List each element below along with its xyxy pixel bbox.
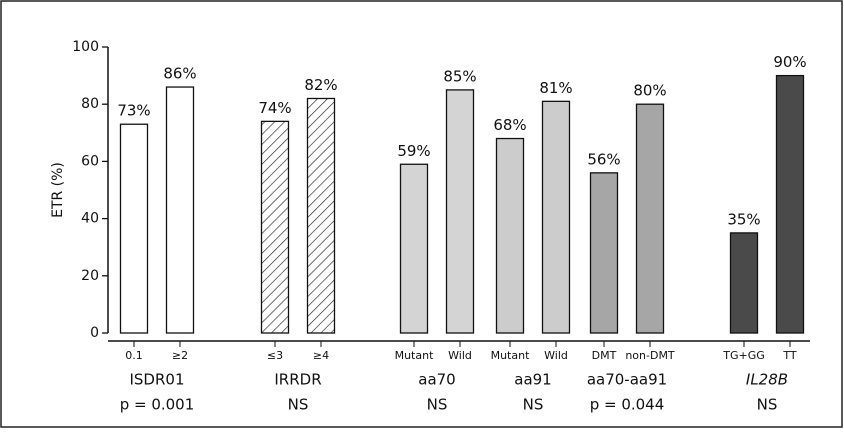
bar xyxy=(165,86,195,334)
bar xyxy=(119,123,149,334)
y-axis-label: ETR (%) xyxy=(50,162,66,218)
x-tick-label: non-DMT xyxy=(625,349,675,362)
bar xyxy=(589,172,619,334)
group-name: aa70-aa91 xyxy=(587,371,667,389)
value-label: 81% xyxy=(539,79,572,97)
x-tick-label: TG+GG xyxy=(722,349,765,362)
bar xyxy=(541,100,571,334)
bar xyxy=(729,232,759,334)
x-tick-label: Wild xyxy=(544,349,568,362)
y-tick-label: 40 xyxy=(81,211,99,227)
frame xyxy=(0,0,843,428)
group-name: aa91 xyxy=(514,371,551,389)
x-tick-label: Wild xyxy=(448,349,472,362)
value-label: 68% xyxy=(493,116,526,134)
bar xyxy=(306,97,336,334)
x-tick-label: Mutant xyxy=(491,349,530,362)
group-name: ISDR01 xyxy=(129,371,184,389)
bar xyxy=(635,103,665,334)
y-tick-label: 80 xyxy=(81,96,99,112)
value-label: 73% xyxy=(117,102,150,120)
value-label: 56% xyxy=(587,150,620,168)
x-tick-label: Mutant xyxy=(395,349,434,362)
y-tick-label: 100 xyxy=(72,39,99,55)
group-note: NS xyxy=(523,396,544,414)
value-label: 59% xyxy=(397,142,430,160)
x-tick-label: DMT xyxy=(592,349,617,362)
value-label: 80% xyxy=(633,82,666,100)
group-note: NS xyxy=(288,396,309,414)
bar xyxy=(399,163,429,334)
bar xyxy=(260,120,290,334)
group-note: p = 0.001 xyxy=(120,396,195,414)
group-note: p = 0.044 xyxy=(590,396,665,414)
y-tick-label: 60 xyxy=(81,153,99,169)
value-label: 85% xyxy=(443,67,476,85)
value-label: 74% xyxy=(258,99,291,117)
group-name: IL28B xyxy=(746,371,788,389)
value-label: 86% xyxy=(163,65,196,83)
bar xyxy=(445,89,475,334)
group-name: aa70 xyxy=(418,371,455,389)
value-label: 90% xyxy=(773,53,806,71)
x-tick-label: TT xyxy=(782,349,797,362)
x-tick-label: ≤3 xyxy=(267,349,283,362)
y-tick-label: 20 xyxy=(81,268,99,284)
group-note: NS xyxy=(427,396,448,414)
bar xyxy=(775,74,805,334)
value-label: 35% xyxy=(727,210,760,228)
x-tick-label: ≥2 xyxy=(172,349,188,362)
group-name: IRRDR xyxy=(274,371,321,389)
x-tick-label: 0.1 xyxy=(125,349,143,362)
y-tick-label: 0 xyxy=(90,325,99,341)
group-note: NS xyxy=(757,396,778,414)
x-tick-label: ≥4 xyxy=(313,349,329,362)
value-label: 82% xyxy=(304,76,337,94)
bar xyxy=(495,137,525,334)
